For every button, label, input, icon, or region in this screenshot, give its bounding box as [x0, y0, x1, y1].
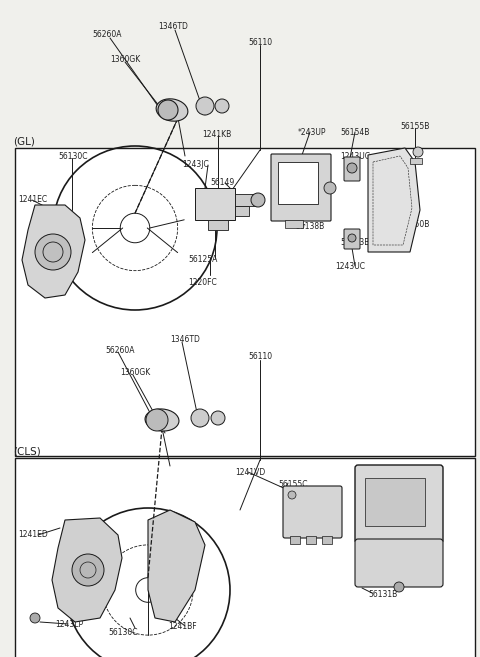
Circle shape	[30, 613, 40, 623]
Text: 56154B: 56154B	[340, 128, 370, 137]
Text: 1346TD: 1346TD	[158, 22, 188, 31]
Text: 1360GK: 1360GK	[120, 368, 150, 377]
FancyBboxPatch shape	[355, 539, 443, 587]
Text: 1243LP: 1243LP	[55, 620, 83, 629]
Bar	[306, 536, 316, 544]
Text: 56130C: 56130C	[58, 152, 87, 161]
Circle shape	[196, 97, 214, 115]
Circle shape	[72, 554, 104, 586]
Text: 1360GK: 1360GK	[110, 55, 140, 64]
Bar	[15, 458, 475, 657]
Text: C: C	[150, 413, 154, 417]
FancyBboxPatch shape	[355, 465, 443, 543]
Text: (GL): (GL)	[13, 136, 35, 146]
Text: 56131B: 56131B	[368, 590, 397, 599]
Ellipse shape	[145, 409, 179, 431]
Text: 56155C: 56155C	[278, 480, 308, 489]
Circle shape	[35, 234, 71, 270]
Circle shape	[215, 99, 229, 113]
Polygon shape	[52, 518, 122, 622]
Text: 1241BF: 1241BF	[168, 622, 197, 631]
Text: 56155B: 56155B	[400, 122, 430, 131]
Text: 56110: 56110	[248, 352, 272, 361]
Text: 56125A: 56125A	[188, 255, 217, 264]
Circle shape	[288, 491, 296, 499]
Bar	[208, 220, 228, 230]
Bar	[290, 536, 300, 544]
Text: *243UP: *243UP	[298, 128, 326, 137]
Ellipse shape	[156, 99, 188, 121]
Text: (CLS): (CLS)	[13, 446, 41, 456]
Bar	[235, 206, 249, 216]
FancyBboxPatch shape	[271, 154, 331, 221]
FancyBboxPatch shape	[344, 157, 360, 181]
Circle shape	[348, 234, 356, 242]
Text: 1346TD: 1346TD	[170, 335, 200, 344]
Bar	[195, 188, 235, 220]
Bar	[322, 536, 332, 544]
Text: 56123: 56123	[295, 155, 319, 164]
Circle shape	[413, 147, 423, 157]
Text: 56150B: 56150B	[368, 468, 397, 477]
Text: 1241VD: 1241VD	[235, 468, 265, 477]
Circle shape	[158, 100, 178, 120]
Text: 56130C: 56130C	[108, 628, 137, 637]
Text: 56153B: 56153B	[340, 238, 370, 247]
FancyBboxPatch shape	[344, 229, 360, 249]
Bar	[278, 162, 318, 204]
Text: 56110: 56110	[248, 38, 272, 47]
Circle shape	[251, 193, 265, 207]
Bar	[235, 194, 257, 206]
Text: 1241KB: 1241KB	[202, 130, 231, 139]
Text: 1241ED: 1241ED	[18, 530, 48, 539]
Text: 1220FC: 1220FC	[188, 278, 217, 287]
Bar	[410, 158, 422, 164]
Circle shape	[211, 411, 225, 425]
FancyBboxPatch shape	[283, 486, 342, 538]
Text: 56138B: 56138B	[295, 222, 324, 231]
Bar	[285, 220, 303, 228]
Text: 1241EC: 1241EC	[18, 195, 47, 204]
Text: 56149: 56149	[210, 178, 234, 187]
Bar	[365, 478, 425, 526]
Polygon shape	[22, 205, 85, 298]
Text: C: C	[161, 102, 166, 108]
Polygon shape	[148, 510, 205, 622]
Text: 56150B: 56150B	[400, 220, 430, 229]
Circle shape	[191, 409, 209, 427]
Polygon shape	[368, 148, 420, 252]
Circle shape	[146, 409, 168, 431]
Circle shape	[347, 163, 357, 173]
Circle shape	[394, 582, 404, 592]
Circle shape	[324, 182, 336, 194]
Text: 1243UC: 1243UC	[335, 262, 365, 271]
Text: 1243UC: 1243UC	[340, 152, 370, 161]
Text: 1243JC: 1243JC	[182, 160, 209, 169]
Text: 56260A: 56260A	[105, 346, 134, 355]
Text: 56260A: 56260A	[92, 30, 121, 39]
Bar	[15, 148, 475, 456]
